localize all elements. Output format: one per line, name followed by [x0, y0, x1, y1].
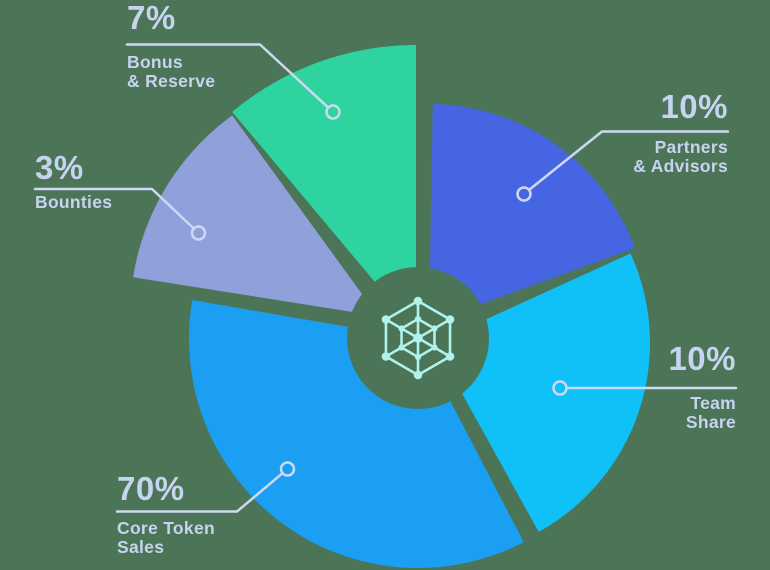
percent-value: 10%	[668, 340, 736, 377]
slice-name-line: Core Token	[117, 518, 215, 538]
leader-line-core-token-sales	[115, 471, 284, 513]
slice-name-line: Team	[690, 393, 736, 413]
slice-name-line: Sales	[117, 537, 165, 557]
blockchain-network-icon	[381, 296, 455, 380]
label-bonus-reserve: 7% Bonus & Reserve	[127, 1, 215, 91]
leader-dot-team-share	[552, 380, 568, 396]
slice-name: Partners & Advisors	[633, 138, 728, 176]
leader-line-bounties	[33, 187, 196, 230]
slice-team-share	[434, 253, 650, 532]
leader-line-partners-advisors	[527, 130, 730, 192]
slice-name: Bounties	[35, 193, 112, 212]
slice-name-line: & Advisors	[633, 156, 728, 176]
leader-dot-bounties	[190, 225, 207, 241]
percent-value: 10%	[660, 88, 728, 125]
label-bounties: 3% Bounties	[35, 151, 112, 212]
slice-name: Bonus & Reserve	[127, 53, 215, 91]
slice-bounties	[133, 115, 378, 316]
percent-value: 70%	[117, 470, 185, 507]
slice-name-line: Bonus	[127, 52, 183, 72]
leader-line-bonus-reserve	[125, 43, 330, 109]
leader-dot-bonus-reserve	[325, 104, 341, 120]
leader-dot-core-token-sales	[279, 461, 296, 477]
percent-value: 7%	[127, 0, 176, 36]
label-team-share: 10% Team Share	[668, 342, 736, 432]
leader-dot-partners-advisors	[516, 186, 532, 202]
slice-name: Core Token Sales	[117, 519, 215, 557]
slice-name-line: & Reserve	[127, 71, 216, 91]
slice-name-line: Bounties	[35, 192, 113, 212]
slice-name-line: Partners	[654, 137, 728, 157]
slice-name-line: Share	[685, 412, 736, 432]
slice-name: Team Share	[668, 394, 736, 432]
percent-value: 3%	[35, 149, 84, 186]
slice-core-token-sales	[189, 300, 524, 568]
label-partners-advisors: 10% Partners & Advisors	[633, 90, 728, 176]
slice-bonus-reserve	[232, 45, 416, 331]
label-core-token-sales: 70% Core Token Sales	[117, 472, 215, 557]
slice-partners-advisors	[429, 104, 635, 323]
